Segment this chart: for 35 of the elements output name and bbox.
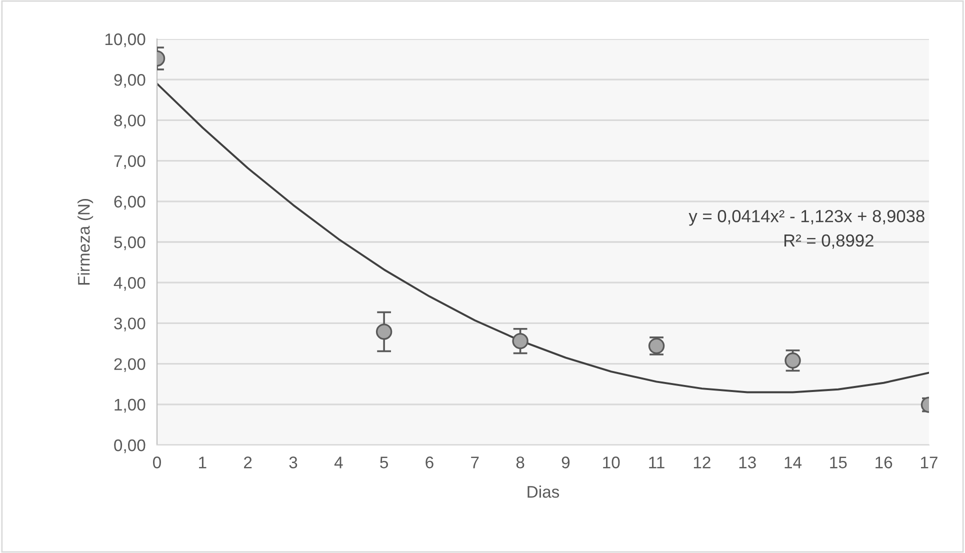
x-tick-label: 7: [471, 456, 479, 468]
annotation: R² = 0,8992: [784, 234, 874, 249]
point: [512, 332, 528, 350]
x-tick-label: 12: [694, 456, 710, 468]
x-tick-label: 4: [334, 456, 343, 468]
x-tick-label: 1: [199, 456, 206, 468]
y-tick-label: 1,00: [114, 398, 146, 413]
x-tick-label: 13: [739, 456, 756, 468]
y-tick-label: 3,00: [114, 318, 146, 332]
y-axis-title: Firmeza (N): [78, 199, 94, 285]
x-tick-label: 5: [380, 456, 388, 468]
x-tick-label: 11: [649, 456, 664, 468]
y-tick-label: 10,00: [105, 33, 146, 48]
x-tick-label: 3: [289, 456, 298, 468]
x-tick-label: 6: [426, 456, 434, 468]
x-tick-label: 16: [876, 456, 892, 468]
annotation: y = 0,0414x² - 1,123x + 8,9038: [688, 210, 924, 226]
y-tick-label: 5,00: [114, 236, 146, 250]
y-tick-label: 6,00: [114, 196, 146, 210]
y-tick-label: 4,00: [114, 277, 146, 291]
x-tick-label: 15: [830, 456, 847, 468]
x-tick-label: 0: [153, 456, 161, 468]
y-tick-label: 2,00: [114, 358, 146, 372]
x-axis-title: Dias: [528, 486, 560, 498]
x-tick-label: 8: [516, 456, 524, 468]
x-tick-label: 9: [562, 456, 570, 468]
line-series: [157, 82, 929, 394]
x-tick-label: 17: [921, 456, 938, 468]
x-tick-label: 14: [784, 456, 802, 468]
y-tick-label: 0,00: [114, 439, 146, 454]
y-tick-label: 9,00: [114, 74, 146, 88]
x-tick-label: 10: [603, 456, 620, 468]
y-tick-label: 7,00: [114, 155, 146, 169]
x-tick-label: 2: [244, 456, 252, 468]
y-tick-label: 8,00: [114, 114, 146, 128]
